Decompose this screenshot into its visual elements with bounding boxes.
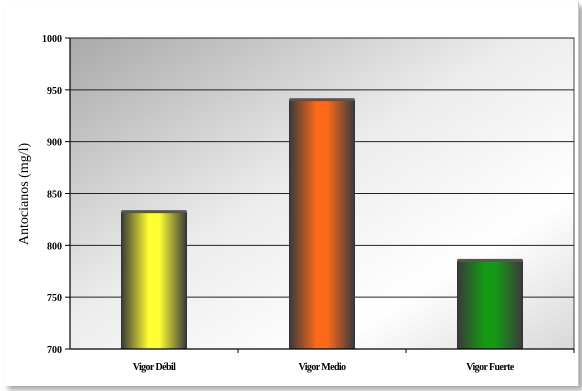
bar-cap <box>289 98 355 102</box>
y-tick-label: 800 <box>47 241 62 252</box>
y-tick-label: 900 <box>47 138 62 149</box>
x-tick-label: Vigor Débil <box>133 362 176 373</box>
bar <box>457 260 523 350</box>
bar-chart: 700 750 800 850 900 950 1000 Vigor Débil Vigor M… <box>17 34 575 373</box>
y-tick-label: 1000 <box>42 34 62 45</box>
bar-cap <box>457 258 523 262</box>
bar <box>289 99 355 350</box>
y-tick-label: 700 <box>47 345 62 356</box>
chart-frame: 700 750 800 850 900 950 1000 Vigor Débil Vigor M… <box>4 2 579 386</box>
y-tick-label: 950 <box>47 86 62 97</box>
bar <box>121 211 187 350</box>
y-tick-label: 750 <box>47 293 62 304</box>
x-tick-label: Vigor Fuerte <box>466 362 515 373</box>
y-tick-label: 850 <box>47 190 62 201</box>
x-tick-label: Vigor Medio <box>298 362 346 373</box>
bar-cap <box>121 210 187 214</box>
y-axis-label: Antocianos (mg/l) <box>17 143 32 246</box>
